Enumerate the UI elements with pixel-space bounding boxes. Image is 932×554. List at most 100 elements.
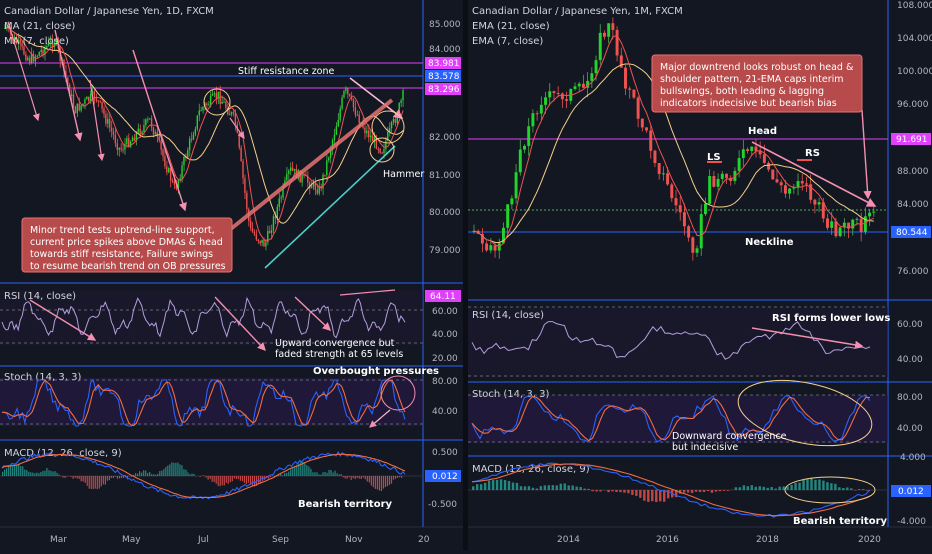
left-candle	[391, 122, 392, 128]
right-macd-bar	[723, 490, 725, 491]
left-macd-bar	[322, 472, 323, 476]
left-candle	[191, 139, 192, 140]
right-candle	[687, 226, 690, 237]
left-candle	[265, 242, 266, 246]
left-candle	[75, 107, 76, 114]
right-macd-bar	[659, 490, 661, 501]
right-macd-bar	[830, 483, 832, 490]
left-candle	[357, 115, 358, 116]
hammer-label: Hammer	[383, 169, 424, 180]
neckline-label: Neckline	[745, 237, 794, 248]
right-candle	[658, 163, 661, 174]
left-candle	[145, 119, 146, 125]
left-candle	[280, 197, 281, 198]
left-macd-bar	[383, 476, 384, 489]
left-macd-bar	[236, 476, 237, 479]
right-macd-bar	[619, 490, 621, 492]
left-macd-bar	[248, 476, 249, 483]
right-price-tag-80544: 80.544	[896, 228, 928, 238]
left-macd-bar	[85, 476, 86, 483]
left-macd-bar	[220, 476, 221, 486]
right-macd-bar	[747, 486, 749, 490]
left-macd-bar	[272, 475, 273, 476]
right-macd-bar	[631, 490, 633, 495]
left-macd-bar	[81, 476, 82, 481]
left-candle	[162, 150, 163, 157]
left-price-tick: 82.000	[429, 133, 461, 143]
left-macd-bar	[206, 476, 207, 477]
right-candle	[506, 204, 509, 227]
left-candle	[200, 110, 201, 111]
left-candle	[244, 178, 245, 193]
right-macd-bar	[822, 481, 824, 490]
right-candle	[552, 91, 555, 93]
right-macd-bar	[579, 487, 581, 490]
right-macd-bar	[476, 484, 478, 490]
left-candle	[158, 136, 159, 140]
left-macd-bar	[216, 476, 217, 484]
right-candle	[494, 245, 497, 250]
right-macd-bar	[639, 490, 641, 498]
left-candle	[206, 104, 207, 105]
left-macd-bar	[111, 476, 112, 478]
left-candle	[402, 90, 403, 100]
left-ma7-label: MA (7, close)	[4, 36, 69, 47]
right-macd-bar	[743, 485, 745, 490]
left-title: Canadian Dollar / Japanese Yen, 1D, FXCM	[4, 6, 214, 17]
right-stoch-tick: 40.00	[897, 424, 923, 434]
left-macd-bar	[288, 472, 289, 476]
right-macd-bar	[842, 488, 844, 490]
left-price-tag-83578: 83.578	[428, 72, 460, 82]
right-candle	[683, 212, 686, 226]
right-macd-bar	[778, 487, 780, 490]
left-macd-tick: 0.500	[432, 448, 458, 458]
left-macd-bar	[373, 476, 374, 487]
left-macd-bar	[48, 470, 49, 476]
left-macd-bar	[381, 476, 382, 491]
left-candle	[210, 95, 211, 104]
right-price-tick: 108.000	[897, 1, 932, 11]
left-candle	[292, 168, 293, 171]
right-macd-bar	[599, 490, 601, 491]
left-macd-bar	[97, 476, 98, 489]
left-macd-bar	[24, 470, 25, 476]
right-macd-bar	[798, 483, 800, 490]
right-candle	[801, 181, 804, 183]
left-macd-bar	[75, 476, 76, 478]
left-candle	[364, 128, 365, 134]
right-macd-bar	[866, 490, 868, 491]
right-macd-bar	[826, 482, 828, 490]
left-macd-bar	[165, 467, 166, 476]
left-candle	[166, 166, 167, 172]
left-macd-bar	[50, 471, 51, 476]
right-candle	[641, 119, 644, 128]
right-macd-bar	[818, 479, 820, 490]
right-macd-bar	[838, 487, 840, 490]
right-candle	[725, 174, 728, 178]
right-candle	[519, 150, 522, 173]
left-candle	[349, 94, 350, 96]
right-macd-bar	[647, 490, 649, 502]
right-rsi-tick: 40.00	[897, 355, 923, 365]
left-candle	[195, 129, 196, 135]
left-candle	[23, 46, 24, 54]
right-macd-bar	[635, 490, 637, 496]
right-candle	[649, 130, 652, 150]
left-candle	[345, 88, 346, 91]
left-macd-bar	[155, 475, 156, 476]
left-macd-bar	[32, 473, 33, 476]
left-macd-bar	[401, 476, 402, 478]
right-candle	[738, 158, 741, 171]
left-macd-bar	[391, 476, 392, 484]
left-macd-bar	[185, 470, 186, 476]
left-candle	[198, 111, 199, 116]
left-macd-bar	[395, 476, 396, 479]
left-price-tick: 85.000	[429, 20, 461, 30]
left-candle	[99, 101, 100, 102]
left-macd-bar	[179, 464, 180, 476]
left-macd-bar	[64, 476, 65, 478]
left-candle	[250, 221, 251, 228]
right-macd-bar	[548, 485, 550, 490]
left-macd-bar	[334, 471, 335, 476]
left-candle	[381, 153, 382, 154]
